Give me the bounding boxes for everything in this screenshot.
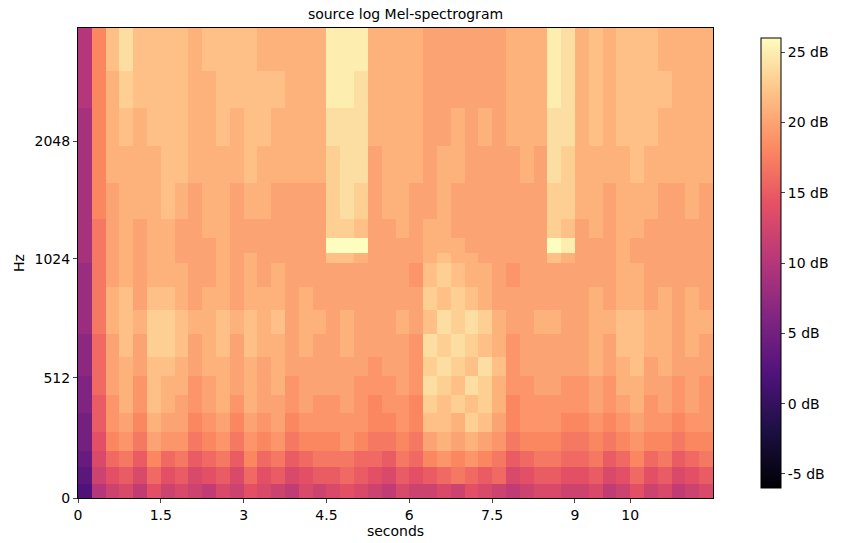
svg-text:9: 9	[570, 507, 579, 523]
svg-text:1.5: 1.5	[150, 507, 172, 523]
svg-text:seconds: seconds	[367, 523, 424, 539]
svg-text:5 dB: 5 dB	[788, 325, 820, 341]
svg-text:512: 512	[43, 370, 70, 386]
svg-text:7.5: 7.5	[481, 507, 503, 523]
svg-text:Hz: Hz	[11, 254, 27, 272]
svg-text:0: 0	[74, 507, 83, 523]
svg-text:4.5: 4.5	[315, 507, 337, 523]
svg-text:2048: 2048	[35, 133, 71, 149]
svg-text:0: 0	[61, 490, 70, 506]
svg-text:0 dB: 0 dB	[788, 396, 820, 412]
svg-text:-5 dB: -5 dB	[788, 466, 825, 482]
svg-text:25 dB: 25 dB	[788, 44, 829, 60]
svg-text:source log Mel-spectrogram: source log Mel-spectrogram	[308, 6, 503, 22]
svg-text:20 dB: 20 dB	[788, 114, 829, 130]
svg-text:1024: 1024	[35, 251, 71, 267]
svg-text:3: 3	[239, 507, 248, 523]
svg-text:6: 6	[405, 507, 414, 523]
svg-text:10: 10	[621, 507, 639, 523]
svg-text:10 dB: 10 dB	[788, 255, 829, 271]
svg-text:15 dB: 15 dB	[788, 185, 829, 201]
